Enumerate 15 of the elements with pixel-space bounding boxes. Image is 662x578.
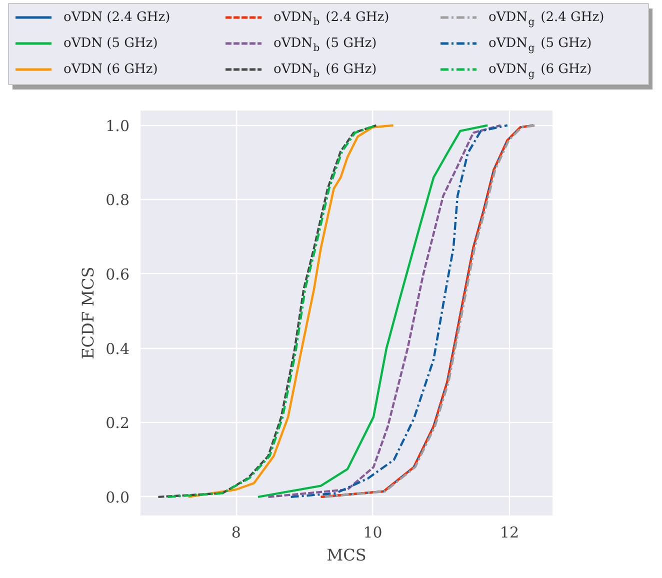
legend-label: oVDN (5 GHz): [64, 36, 158, 51]
y-tick-label: 0.4: [106, 340, 130, 358]
x-tick-label: 12: [500, 524, 520, 542]
y-tick-label: 0.6: [106, 265, 130, 284]
legend-label: oVDN (6 GHz): [64, 62, 158, 77]
y-tick-label: 0.8: [106, 191, 130, 210]
y-axis-title: ECDF MCS: [78, 266, 98, 360]
x-tick-label: 8: [231, 524, 241, 542]
line-series: [187, 124, 394, 498]
y-tick-label: 1.0: [106, 116, 130, 135]
x-tick-label: 10: [363, 524, 382, 542]
y-tick-label: 0.0: [106, 488, 130, 506]
legend-label: oVDN (2.4 GHz): [64, 10, 170, 25]
x-axis-title: MCS: [326, 546, 366, 564]
y-tick-label: 0.2: [106, 414, 130, 432]
